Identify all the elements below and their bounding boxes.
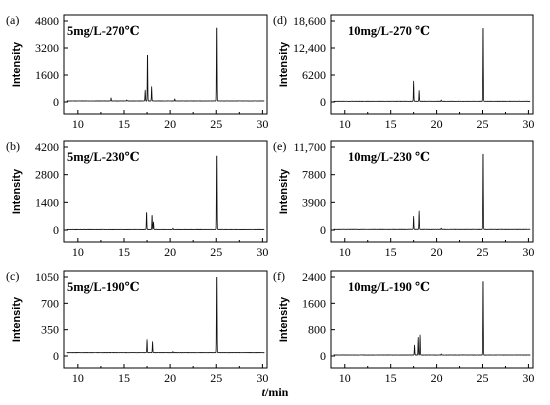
panel-letter: (b): [6, 139, 20, 153]
plot-frame: [63, 140, 268, 243]
y-tick-label: 6200: [302, 68, 326, 82]
y-tick-label: 4800: [35, 14, 59, 28]
x-tick-label: 20: [431, 245, 443, 259]
x-tick-label: 20: [164, 371, 176, 385]
chromatogram-trace: [333, 153, 531, 230]
x-tick-label: 20: [431, 371, 443, 385]
x-tick-label: 15: [118, 245, 130, 259]
condition-label: 10mg/L-270 ℃: [348, 24, 430, 38]
x-tick-label: 30: [256, 117, 268, 131]
x-tick-label: 15: [385, 371, 397, 385]
x-tick-label: 25: [477, 245, 489, 259]
chromatogram-trace: [66, 27, 265, 102]
panel-b: 10 15 20 25 30 0 1400 2800 4200 Intensity (b) 5mg/L…: [6, 139, 268, 259]
y-axis-label: Intensity: [11, 296, 23, 342]
panel-a: 10 15 20 25 30 0 1600 3200 4800 Intensity (a) 5mg/L…: [6, 13, 268, 131]
y-axis-label: Intensity: [278, 296, 290, 342]
y-axis-label: Intensity: [11, 168, 23, 214]
panel-letter: (a): [6, 13, 19, 27]
chromatogram-trace: [333, 27, 531, 102]
y-tick-label: 4200: [35, 140, 59, 154]
x-tick-label: 20: [431, 117, 443, 131]
plot-frame: [63, 270, 268, 369]
chromatogram-trace: [66, 155, 265, 230]
y-tick-label: 0: [320, 95, 326, 109]
panel-c: 10 15 20 25 30 0 350 700 1050 Intensity (c) 5mg/L-1…: [6, 269, 268, 385]
condition-label: 5mg/L-190℃: [67, 280, 140, 294]
y-axis-label: Intensity: [11, 41, 23, 87]
x-axis-label-unit: /min: [264, 385, 289, 399]
y-tick-label: 7800: [302, 168, 326, 182]
x-tick-label: 15: [385, 117, 397, 131]
panel-letter: (f): [273, 269, 285, 283]
panel-f: 10 15 20 25 30 0 800 1600 2400 Intensity (f) 10mg/L…: [273, 269, 534, 385]
y-tick-label: 3900: [302, 195, 326, 209]
y-tick-label: 18,600: [293, 14, 326, 28]
x-tick-label: 15: [118, 371, 130, 385]
y-tick-label: 0: [53, 349, 59, 363]
y-axis-label: Intensity: [278, 41, 290, 87]
y-tick-label: 1600: [35, 68, 59, 82]
panel-letter: (c): [6, 269, 19, 283]
y-tick-label: 2400: [302, 270, 326, 284]
x-tick-label: 25: [477, 371, 489, 385]
y-tick-label: 1600: [302, 296, 326, 310]
x-tick-label: 30: [522, 117, 534, 131]
y-tick-label: 0: [320, 223, 326, 237]
x-tick-label: 10: [72, 245, 84, 259]
y-tick-label: 350: [41, 323, 59, 337]
x-tick-label: 10: [72, 117, 84, 131]
plot-frame: [330, 14, 534, 115]
x-axis-label: t/min: [262, 385, 289, 399]
plot-frame: [330, 270, 534, 369]
x-tick-label: 20: [164, 117, 176, 131]
x-tick-label: 10: [339, 371, 351, 385]
chromatogram-trace: [66, 276, 265, 354]
x-tick-label: 25: [210, 371, 222, 385]
y-tick-label: 3200: [35, 41, 59, 55]
x-tick-label: 30: [522, 245, 534, 259]
y-tick-label: 12,400: [293, 41, 326, 55]
x-tick-label: 25: [210, 117, 222, 131]
y-tick-label: 800: [308, 323, 326, 337]
x-tick-label: 10: [339, 117, 351, 131]
x-tick-label: 10: [72, 371, 84, 385]
panel-e: 10 15 20 25 30 0 3900 7800 11,700 Intensity (e) 10m…: [273, 139, 534, 259]
y-tick-label: 0: [53, 95, 59, 109]
y-tick-label: 0: [53, 223, 59, 237]
chromatogram-trace: [333, 281, 531, 356]
y-tick-label: 2800: [35, 168, 59, 182]
x-tick-label: 25: [210, 245, 222, 259]
y-axis-label: Intensity: [278, 168, 290, 214]
x-tick-label: 30: [256, 245, 268, 259]
y-tick-label: 1400: [35, 195, 59, 209]
x-tick-label: 30: [522, 371, 534, 385]
condition-label: 5mg/L-270℃: [67, 24, 140, 38]
x-tick-label: 25: [477, 117, 489, 131]
panel-letter: (d): [273, 13, 287, 27]
x-tick-label: 30: [256, 371, 268, 385]
x-tick-label: 10: [339, 245, 351, 259]
x-tick-label: 15: [385, 245, 397, 259]
x-tick-label: 20: [164, 245, 176, 259]
condition-label: 10mg/L-190 ℃: [348, 280, 430, 294]
y-tick-label: 0: [320, 349, 326, 363]
x-axis-label-italic: t: [262, 385, 266, 399]
y-tick-label: 11,700: [293, 140, 326, 154]
plot-frame: [330, 140, 534, 243]
x-tick-label: 15: [118, 117, 130, 131]
y-tick-label: 1050: [35, 270, 59, 284]
y-tick-label: 700: [41, 296, 59, 310]
panel-letter: (e): [273, 139, 286, 153]
plot-frame: [63, 14, 268, 115]
condition-label: 5mg/L-230℃: [67, 150, 140, 164]
panel-d: 10 15 20 25 30 0 6200 12,400 18,600 Intensity (d) 1…: [273, 13, 534, 131]
condition-label: 10mg/L-230 ℃: [348, 150, 430, 164]
